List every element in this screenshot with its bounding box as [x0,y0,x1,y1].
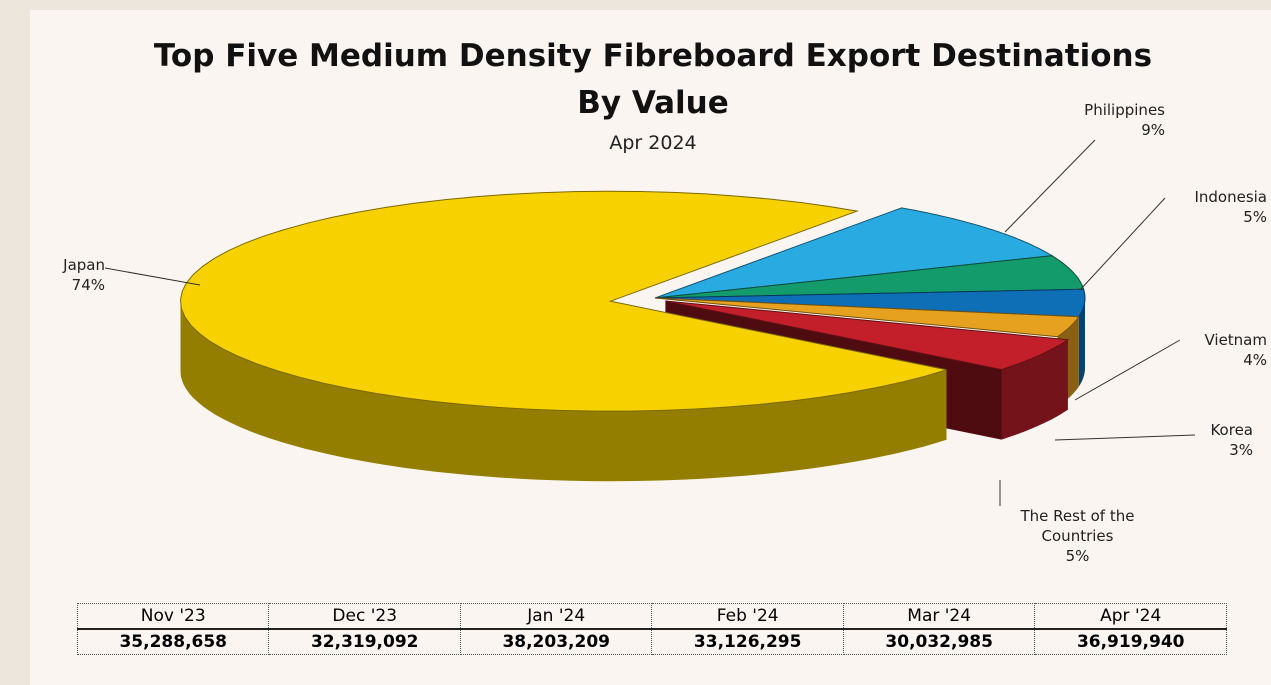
leader-line [104,267,201,286]
slice-label: The Rest of the Countries 5% [990,506,1165,566]
table-cell: Feb '24 [651,603,844,630]
table-cell: 30,032,985 [842,628,1036,655]
chart-title: Top Five Medium Density Fibreboard Expor… [154,38,1152,74]
table-cell: 32,319,092 [268,628,461,655]
label-text: 74% [71,276,105,294]
table-cell: Dec '23 [268,603,461,630]
table-cell: 33,126,295 [651,628,844,655]
table-cell: Apr '24 [1034,603,1227,630]
slice-side [180,301,947,482]
slice-label: Japan 74% [35,255,105,295]
leader-line [1004,139,1096,233]
label-text: 9% [1141,121,1165,139]
leader-line [1054,434,1196,441]
table-row: 35,288,658 32,319,092 38,203,209 33,126,295… [76,628,1227,655]
data-table: Nov '23 Dec '23 Jan '24 Feb '24 Mar '24 Apr '… [76,603,1227,655]
slice-side [1001,339,1068,440]
leader-line [1079,197,1166,291]
label-text: 3% [1229,441,1253,459]
slice-label: Philippines 9% [1040,100,1165,140]
slice-side [1078,298,1085,387]
slice [665,300,1070,371]
label-text: 5% [1243,208,1267,226]
label-text: Vietnam [1204,331,1267,349]
table-cell: 38,203,209 [459,628,653,655]
table-cell: Mar '24 [842,603,1036,630]
table-cell: 36,919,940 [1034,628,1227,655]
slice [654,297,1080,338]
label-text: Japan [63,256,105,274]
table-cell: 35,288,658 [76,628,270,655]
chart-subtitle: Apr 2024 [609,132,696,154]
label-text: Indonesia [1194,188,1267,206]
slice [654,255,1085,299]
label-text: Philippines [1084,101,1165,119]
slice-label: Vietnam 4% [1170,330,1267,370]
label-text: The Rest of the Countries [1020,507,1135,545]
slice [654,207,1054,299]
label-text: 5% [1065,547,1090,565]
slice [179,190,947,412]
leader-line [1074,339,1181,401]
label-text: Korea [1210,421,1253,439]
slice-label: Indonesia 5% [1160,187,1267,227]
table-cell: Nov '23 [76,603,270,630]
slice [654,288,1086,318]
table-cell: Jan '24 [459,603,653,630]
slice-label: Korea 3% [1170,420,1253,460]
table-header: Nov '23 Dec '23 Jan '24 Feb '24 Mar '24 Apr '… [76,603,1227,630]
chart-title: By Value [577,85,729,121]
label-text: 4% [1243,351,1267,369]
